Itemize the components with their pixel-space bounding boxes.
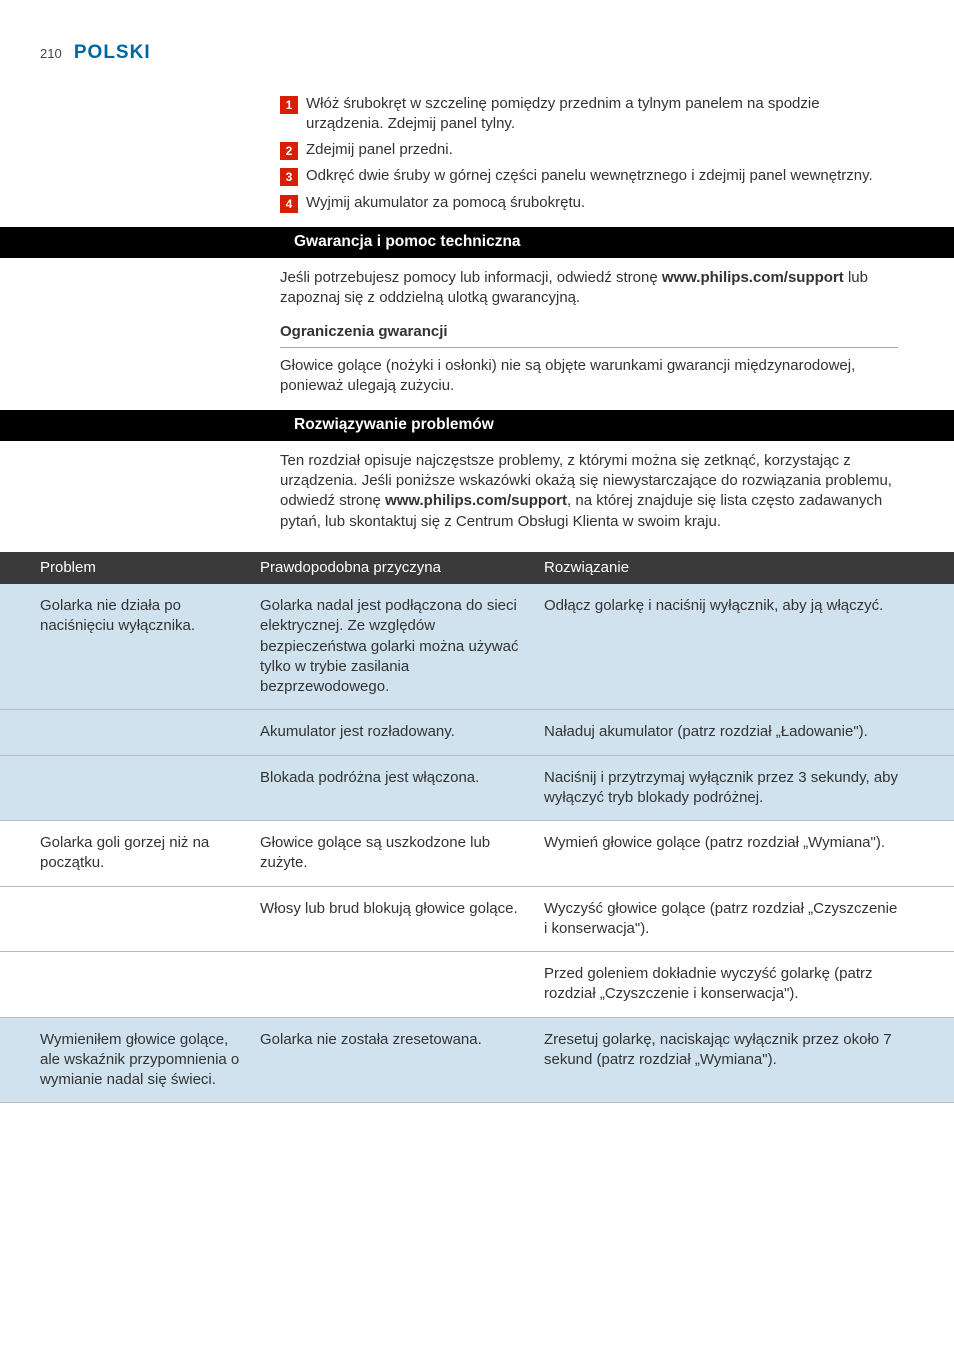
- table-row: Akumulator jest rozładowany.Naładuj akum…: [0, 710, 954, 755]
- table-row: Blokada podróżna jest włączona.Naciśnij …: [0, 756, 954, 822]
- troubleshooting-intro: Ten rozdział opisuje najczęstsze problem…: [280, 451, 898, 532]
- warranty-heading: Gwarancja i pomoc techniczna: [0, 227, 954, 258]
- th-problem: Problem: [0, 552, 260, 584]
- td-solution: Naciśnij i przytrzymaj wyłącznik przez 3…: [544, 762, 954, 815]
- step-text: Włóż śrubokręt w szczelinę pomiędzy prze…: [306, 94, 898, 135]
- support-url: www.philips.com/support: [662, 269, 844, 286]
- td-solution: Naładuj akumulator (patrz rozdział „Łado…: [544, 716, 954, 748]
- step: 4 Wyjmij akumulator za pomocą śrubokrętu…: [280, 193, 898, 213]
- td-solution: Odłącz golarkę i naciśnij wyłącznik, aby…: [544, 590, 954, 703]
- td-problem: [0, 716, 260, 748]
- table-band: Golarka nie działa po naciśnięciu wyłącz…: [0, 584, 954, 821]
- steps-list: 1 Włóż śrubokręt w szczelinę pomiędzy pr…: [280, 94, 898, 213]
- table-row: Wymieniłem głowice golące, ale wskaźnik …: [0, 1018, 954, 1104]
- td-cause: Golarka nadal jest podłączona do sieci e…: [260, 590, 544, 703]
- table-band: Wymieniłem głowice golące, ale wskaźnik …: [0, 1018, 954, 1104]
- warranty-limits-heading: Ograniczenia gwarancji: [280, 322, 898, 347]
- step-badge: 1: [280, 96, 298, 114]
- step: 3 Odkręć dwie śruby w górnej części pane…: [280, 166, 898, 186]
- page-header: 210 POLSKI: [40, 40, 898, 66]
- th-solution: Rozwiązanie: [544, 552, 954, 584]
- td-problem: Golarka nie działa po naciśnięciu wyłącz…: [0, 590, 260, 703]
- td-cause: Blokada podróżna jest włączona.: [260, 762, 544, 815]
- problems-table: Problem Prawdopodobna przyczyna Rozwiąza…: [40, 552, 898, 1104]
- td-problem: Wymieniłem głowice golące, ale wskaźnik …: [0, 1024, 260, 1097]
- td-cause: Golarka nie została zresetowana.: [260, 1024, 544, 1097]
- table-body: Golarka nie działa po naciśnięciu wyłącz…: [40, 584, 898, 1103]
- td-solution: Wyczyść głowice golące (patrz rozdział „…: [544, 893, 954, 946]
- table-row: Przed goleniem dokładnie wyczyść golarkę…: [0, 952, 954, 1018]
- section-title: POLSKI: [74, 42, 151, 63]
- td-solution: Przed goleniem dokładnie wyczyść golarkę…: [544, 958, 954, 1011]
- th-cause: Prawdopodobna przyczyna: [260, 552, 544, 584]
- table-row: Włosy lub brud blokują głowice golące.Wy…: [0, 887, 954, 953]
- td-solution: Wymień głowice golące (patrz rozdział „W…: [544, 827, 954, 880]
- td-cause: [260, 958, 544, 1011]
- troubleshooting-heading: Rozwiązywanie problemów: [0, 410, 954, 441]
- page: 210 POLSKI 1 Włóż śrubokręt w szczelinę …: [0, 0, 954, 1163]
- table-row: Golarka goli gorzej niż na początku.Głow…: [0, 821, 954, 887]
- text: Jeśli potrzebujesz pomocy lub informacji…: [280, 269, 662, 286]
- step-text: Odkręć dwie śruby w górnej części panelu…: [306, 166, 898, 186]
- td-problem: [0, 958, 260, 1011]
- step-badge: 2: [280, 142, 298, 160]
- step-badge: 4: [280, 195, 298, 213]
- td-cause: Akumulator jest rozładowany.: [260, 716, 544, 748]
- table-row: Golarka nie działa po naciśnięciu wyłącz…: [0, 584, 954, 710]
- td-cause: Włosy lub brud blokują głowice golące.: [260, 893, 544, 946]
- warranty-para: Jeśli potrzebujesz pomocy lub informacji…: [280, 268, 898, 309]
- step-badge: 3: [280, 168, 298, 186]
- content-column: 1 Włóż śrubokręt w szczelinę pomiędzy pr…: [280, 94, 898, 532]
- td-problem: Golarka goli gorzej niż na początku.: [0, 827, 260, 880]
- step-text: Wyjmij akumulator za pomocą śrubokrętu.: [306, 193, 898, 213]
- table-group: Golarka goli gorzej niż na początku.Głow…: [40, 821, 898, 1018]
- td-problem: [0, 893, 260, 946]
- step: 2 Zdejmij panel przedni.: [280, 140, 898, 160]
- step: 1 Włóż śrubokręt w szczelinę pomiędzy pr…: [280, 94, 898, 135]
- table-header-row: Problem Prawdopodobna przyczyna Rozwiąza…: [0, 552, 954, 584]
- page-number: 210: [40, 46, 62, 61]
- td-problem: [0, 762, 260, 815]
- warranty-limits-para: Głowice golące (nożyki i osłonki) nie są…: [280, 356, 898, 397]
- step-text: Zdejmij panel przedni.: [306, 140, 898, 160]
- support-url: www.philips.com/support: [385, 492, 567, 509]
- td-cause: Głowice golące są uszkodzone lub zużyte.: [260, 827, 544, 880]
- td-solution: Zresetuj golarkę, naciskając wyłącznik p…: [544, 1024, 954, 1097]
